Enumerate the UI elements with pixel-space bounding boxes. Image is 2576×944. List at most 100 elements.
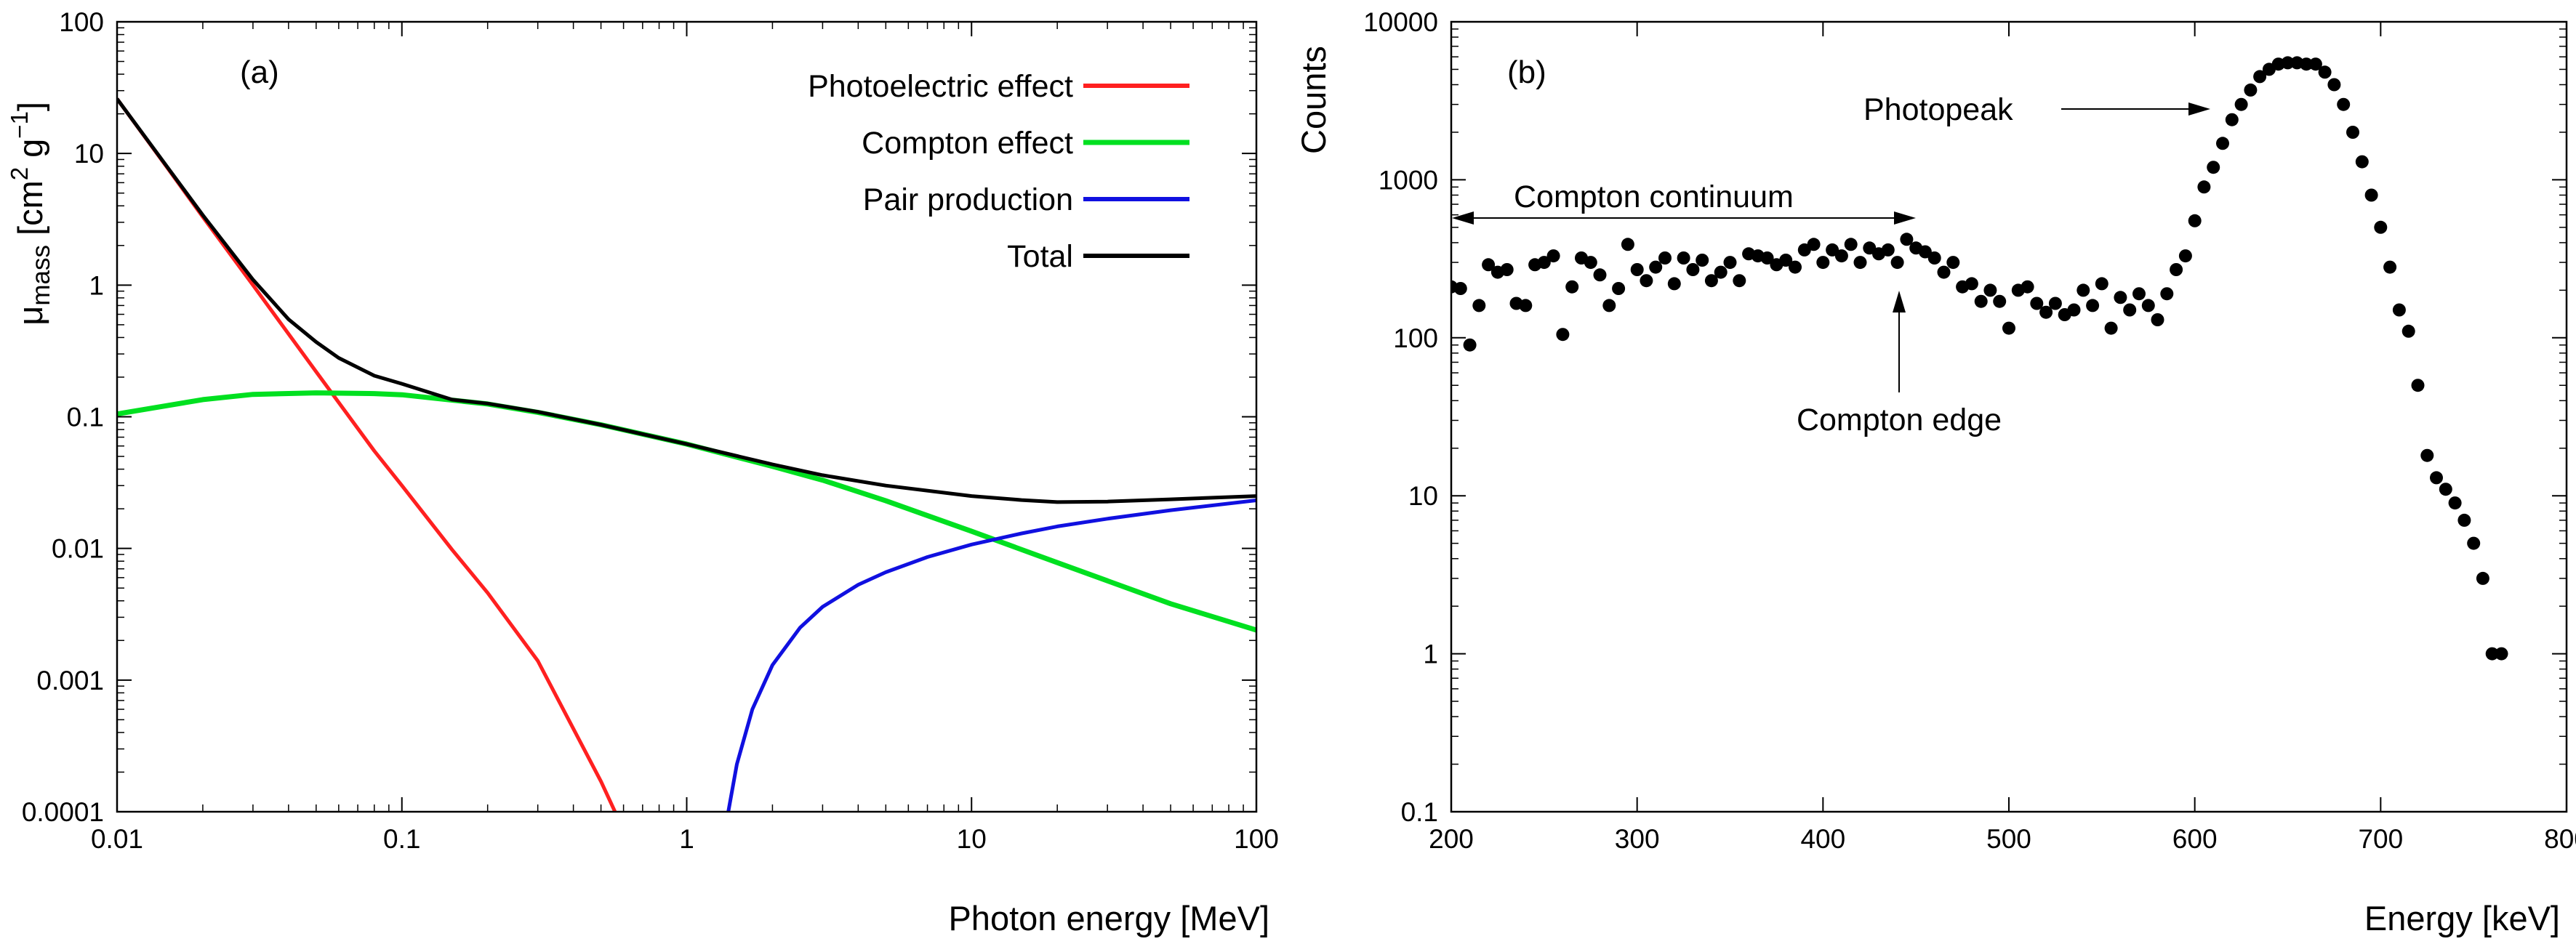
series-pair-production xyxy=(726,499,1256,812)
data-point xyxy=(1853,256,1867,270)
data-point xyxy=(1714,265,1728,279)
legend-label-pair: Pair production xyxy=(863,182,1073,217)
x-tick-label: 800 xyxy=(2544,824,2576,854)
panel-a-frame xyxy=(116,20,1258,813)
data-point xyxy=(1565,280,1579,294)
data-point xyxy=(2485,647,2499,661)
panel-b-ticks xyxy=(1451,22,2567,812)
compton-continuum-arrowhead-left xyxy=(1452,211,1474,225)
data-point xyxy=(1667,277,1681,291)
compton-edge-label: Compton edge xyxy=(1797,403,2002,437)
data-point xyxy=(2476,571,2489,585)
data-point xyxy=(1965,277,1978,291)
data-point xyxy=(2318,65,2332,79)
y-tick-label: 0.1 xyxy=(1401,797,1438,827)
data-point xyxy=(2114,291,2127,304)
data-point xyxy=(1630,263,1644,276)
series-total xyxy=(117,97,1256,504)
data-point xyxy=(2327,78,2341,92)
data-point xyxy=(2030,296,2044,310)
data-point xyxy=(1918,245,1932,259)
data-point xyxy=(1816,256,1830,270)
data-point xyxy=(1546,249,1560,263)
y-tick-label: 10000 xyxy=(1363,7,1438,37)
data-point xyxy=(2216,137,2229,150)
data-point xyxy=(1760,251,1774,265)
panel-b-tick-labels: 200 300 400 500 600 700 800 0.1 1 10 100 1000 10000 xyxy=(1363,7,2576,854)
y-tick-label: 0.0001 xyxy=(22,797,104,827)
y-tick-label: 1 xyxy=(1423,640,1438,669)
x-tick-label: 100 xyxy=(1234,824,1279,854)
y-tick-label: 0.001 xyxy=(36,666,104,695)
panel-b-plot-area xyxy=(1450,20,2568,813)
y-tick-label: 10 xyxy=(1408,481,1438,511)
compton-continuum-arrowhead-right xyxy=(1894,211,1916,225)
data-point xyxy=(1612,282,1626,295)
panel-b-points xyxy=(1451,56,2508,661)
series-compton-effect xyxy=(117,390,1256,633)
data-point xyxy=(1983,283,1997,297)
data-point xyxy=(2364,188,2378,202)
legend-label-photoelectric: Photoelectric effect xyxy=(808,69,1073,104)
x-tick-label: 200 xyxy=(1429,824,1474,854)
data-point xyxy=(1649,260,1663,274)
y-tick-label: 1000 xyxy=(1379,165,1438,195)
data-point xyxy=(2086,299,2100,312)
y-title-sup1: 2 xyxy=(6,167,33,180)
data-point xyxy=(1974,294,1988,308)
data-point xyxy=(1789,260,1802,274)
data-point xyxy=(1826,243,1839,257)
y-tick-label: 10 xyxy=(74,139,104,169)
y-tick-label: 0.01 xyxy=(52,534,104,564)
data-point xyxy=(2095,277,2108,291)
data-point xyxy=(1844,238,1858,251)
data-point xyxy=(2160,287,2174,301)
x-tick-label: 400 xyxy=(1800,824,1845,854)
data-point xyxy=(1677,251,1690,265)
y-title-open: [cm xyxy=(11,180,49,245)
y-tick-label: 1 xyxy=(89,270,104,300)
data-point xyxy=(2392,303,2406,317)
y-title-sub: mass xyxy=(27,245,55,306)
data-point xyxy=(2178,249,2192,263)
data-point xyxy=(1463,338,1477,352)
data-point xyxy=(2207,161,2220,174)
data-point xyxy=(2234,97,2248,111)
data-point xyxy=(1733,274,1746,288)
data-point xyxy=(2077,283,2090,297)
data-point xyxy=(2337,97,2351,111)
data-point xyxy=(1584,256,1597,270)
x-tick-label: 1 xyxy=(679,824,694,854)
data-point xyxy=(1640,274,1653,288)
data-point xyxy=(1937,265,1951,279)
legend-label-compton: Compton effect xyxy=(862,126,1073,161)
x-tick-label: 300 xyxy=(1615,824,1660,854)
panel-a-tick-labels: 0.01 0.1 1 10 100 0.0001 0.001 0.01 0.1 1 10 100 xyxy=(22,7,1279,854)
data-point xyxy=(1602,299,1616,312)
data-point xyxy=(2383,260,2397,274)
y-title-close: ] xyxy=(11,102,49,111)
data-point xyxy=(2253,70,2267,84)
data-point xyxy=(2225,113,2239,126)
data-point xyxy=(2197,180,2211,194)
y-title-sup2: −1 xyxy=(6,111,33,139)
compton-edge-annotation: Compton edge xyxy=(1797,291,2002,437)
data-point xyxy=(2281,56,2295,70)
data-point xyxy=(2141,299,2155,312)
panel-a-curves xyxy=(117,97,1256,812)
x-tick-label: 600 xyxy=(2172,824,2218,854)
compton-continuum-annotation: Compton continuum xyxy=(1452,179,1916,225)
panel-a-plot-area xyxy=(116,20,1258,813)
data-point xyxy=(1834,249,1848,263)
data-point xyxy=(2132,287,2146,301)
data-point xyxy=(1807,238,1821,251)
y-title-mid: g xyxy=(11,139,49,167)
data-point xyxy=(1993,294,2007,308)
data-point xyxy=(1779,254,1793,267)
data-point xyxy=(2355,155,2369,169)
data-point xyxy=(1890,256,1904,270)
panel-b-y-axis-title: Counts xyxy=(1294,46,1333,154)
data-point xyxy=(1946,256,1960,270)
data-point xyxy=(2123,303,2137,317)
